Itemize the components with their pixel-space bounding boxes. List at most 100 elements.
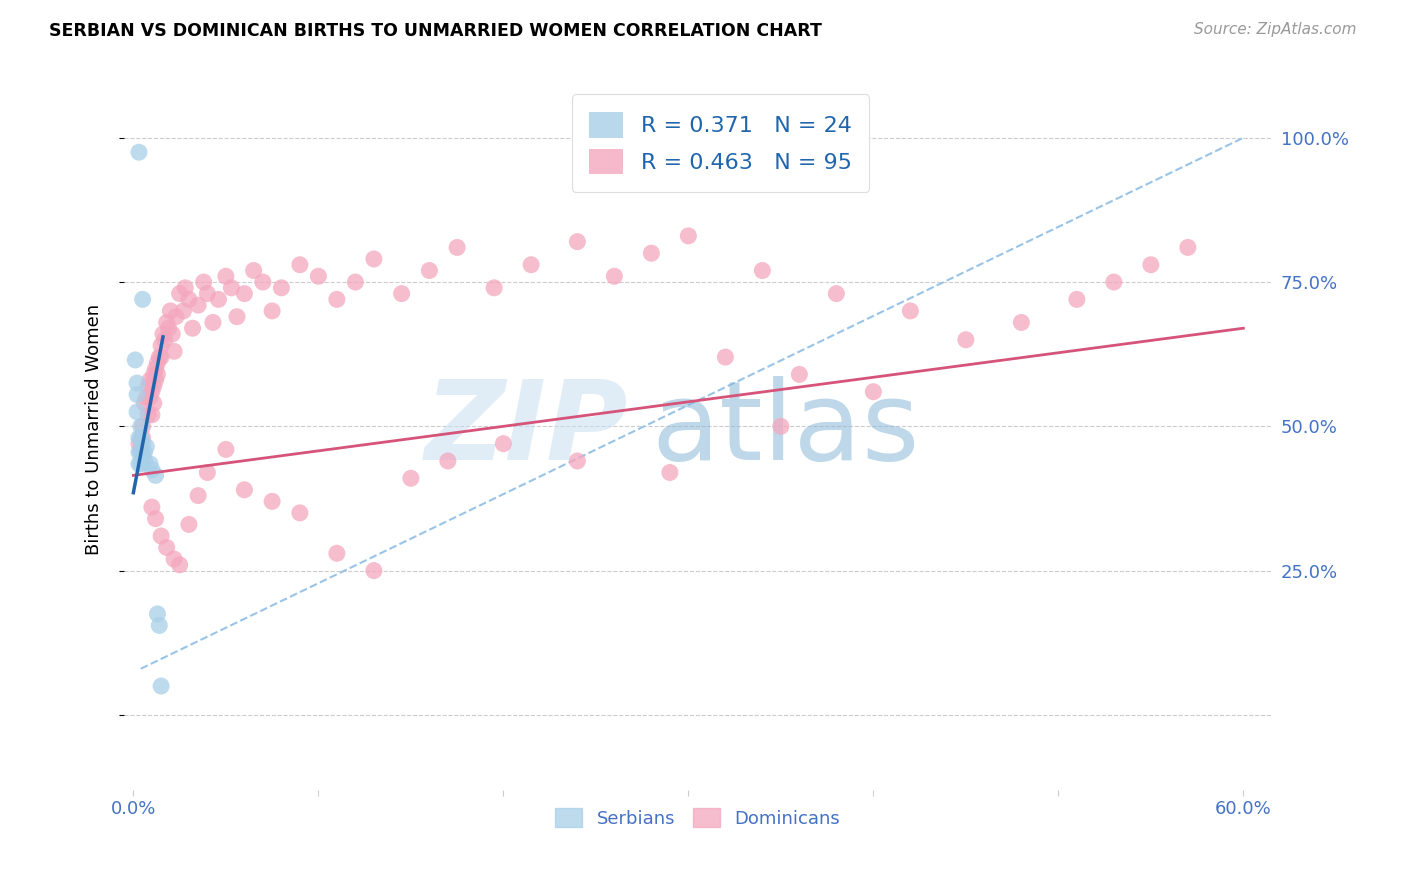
- Point: [898, 304, 921, 318]
- Point: [156, 315, 179, 329]
- Point: [862, 384, 884, 399]
- Point: [128, 431, 150, 445]
- Point: [262, 494, 284, 508]
- Point: [148, 618, 170, 632]
- Point: [129, 419, 152, 434]
- Point: [363, 564, 385, 578]
- Legend: Serbians, Dominicans: Serbians, Dominicans: [548, 801, 848, 835]
- Point: [678, 228, 700, 243]
- Point: [156, 541, 179, 555]
- Point: [136, 408, 159, 422]
- Point: [165, 310, 187, 324]
- Point: [141, 462, 163, 476]
- Point: [1010, 315, 1032, 329]
- Point: [163, 552, 186, 566]
- Point: [193, 275, 215, 289]
- Point: [233, 286, 256, 301]
- Point: [129, 442, 152, 457]
- Point: [567, 235, 589, 249]
- Point: [129, 445, 152, 459]
- Point: [174, 281, 197, 295]
- Point: [825, 286, 848, 301]
- Point: [195, 286, 218, 301]
- Point: [567, 454, 589, 468]
- Point: [207, 293, 229, 307]
- Point: [252, 275, 274, 289]
- Point: [640, 246, 662, 260]
- Point: [152, 326, 174, 341]
- Point: [159, 304, 181, 318]
- Point: [146, 356, 169, 370]
- Point: [226, 310, 249, 324]
- Point: [1177, 240, 1199, 254]
- Point: [157, 321, 180, 335]
- Point: [124, 353, 146, 368]
- Point: [141, 500, 163, 515]
- Point: [134, 396, 156, 410]
- Point: [129, 431, 152, 445]
- Text: Source: ZipAtlas.com: Source: ZipAtlas.com: [1194, 22, 1357, 37]
- Point: [344, 275, 367, 289]
- Point: [187, 298, 209, 312]
- Point: [492, 436, 515, 450]
- Point: [135, 391, 157, 405]
- Point: [399, 471, 422, 485]
- Point: [169, 558, 191, 572]
- Point: [163, 344, 186, 359]
- Point: [145, 373, 167, 387]
- Point: [418, 263, 440, 277]
- Point: [169, 286, 191, 301]
- Point: [134, 445, 156, 459]
- Point: [288, 258, 311, 272]
- Point: [145, 361, 167, 376]
- Point: [146, 607, 169, 621]
- Point: [177, 517, 200, 532]
- Point: [446, 240, 468, 254]
- Point: [142, 396, 165, 410]
- Point: [150, 679, 173, 693]
- Point: [437, 454, 460, 468]
- Point: [603, 269, 626, 284]
- Point: [146, 368, 169, 382]
- Point: [128, 457, 150, 471]
- Point: [187, 489, 209, 503]
- Point: [391, 286, 413, 301]
- Point: [1102, 275, 1125, 289]
- Point: [131, 431, 153, 445]
- Point: [1140, 258, 1163, 272]
- Point: [769, 419, 792, 434]
- Text: SERBIAN VS DOMINICAN BIRTHS TO UNMARRIED WOMEN CORRELATION CHART: SERBIAN VS DOMINICAN BIRTHS TO UNMARRIED…: [49, 22, 823, 40]
- Point: [153, 333, 176, 347]
- Point: [141, 408, 163, 422]
- Point: [751, 263, 773, 277]
- Point: [363, 252, 385, 266]
- Point: [201, 315, 224, 329]
- Point: [1066, 293, 1088, 307]
- Point: [195, 466, 218, 480]
- Point: [128, 445, 150, 459]
- Point: [160, 326, 183, 341]
- Point: [307, 269, 329, 284]
- Point: [150, 350, 173, 364]
- Point: [139, 391, 162, 405]
- Point: [142, 379, 165, 393]
- Point: [131, 419, 153, 434]
- Point: [714, 350, 737, 364]
- Point: [326, 293, 349, 307]
- Point: [215, 442, 238, 457]
- Point: [141, 384, 163, 399]
- Point: [136, 379, 159, 393]
- Point: [177, 293, 200, 307]
- Point: [326, 546, 349, 560]
- Point: [150, 338, 173, 352]
- Point: [148, 350, 170, 364]
- Point: [172, 304, 194, 318]
- Point: [131, 293, 153, 307]
- Point: [131, 436, 153, 450]
- Text: ZIP: ZIP: [425, 376, 628, 483]
- Point: [181, 321, 204, 335]
- Point: [145, 468, 167, 483]
- Point: [150, 529, 173, 543]
- Y-axis label: Births to Unmarried Women: Births to Unmarried Women: [86, 303, 103, 555]
- Point: [233, 483, 256, 497]
